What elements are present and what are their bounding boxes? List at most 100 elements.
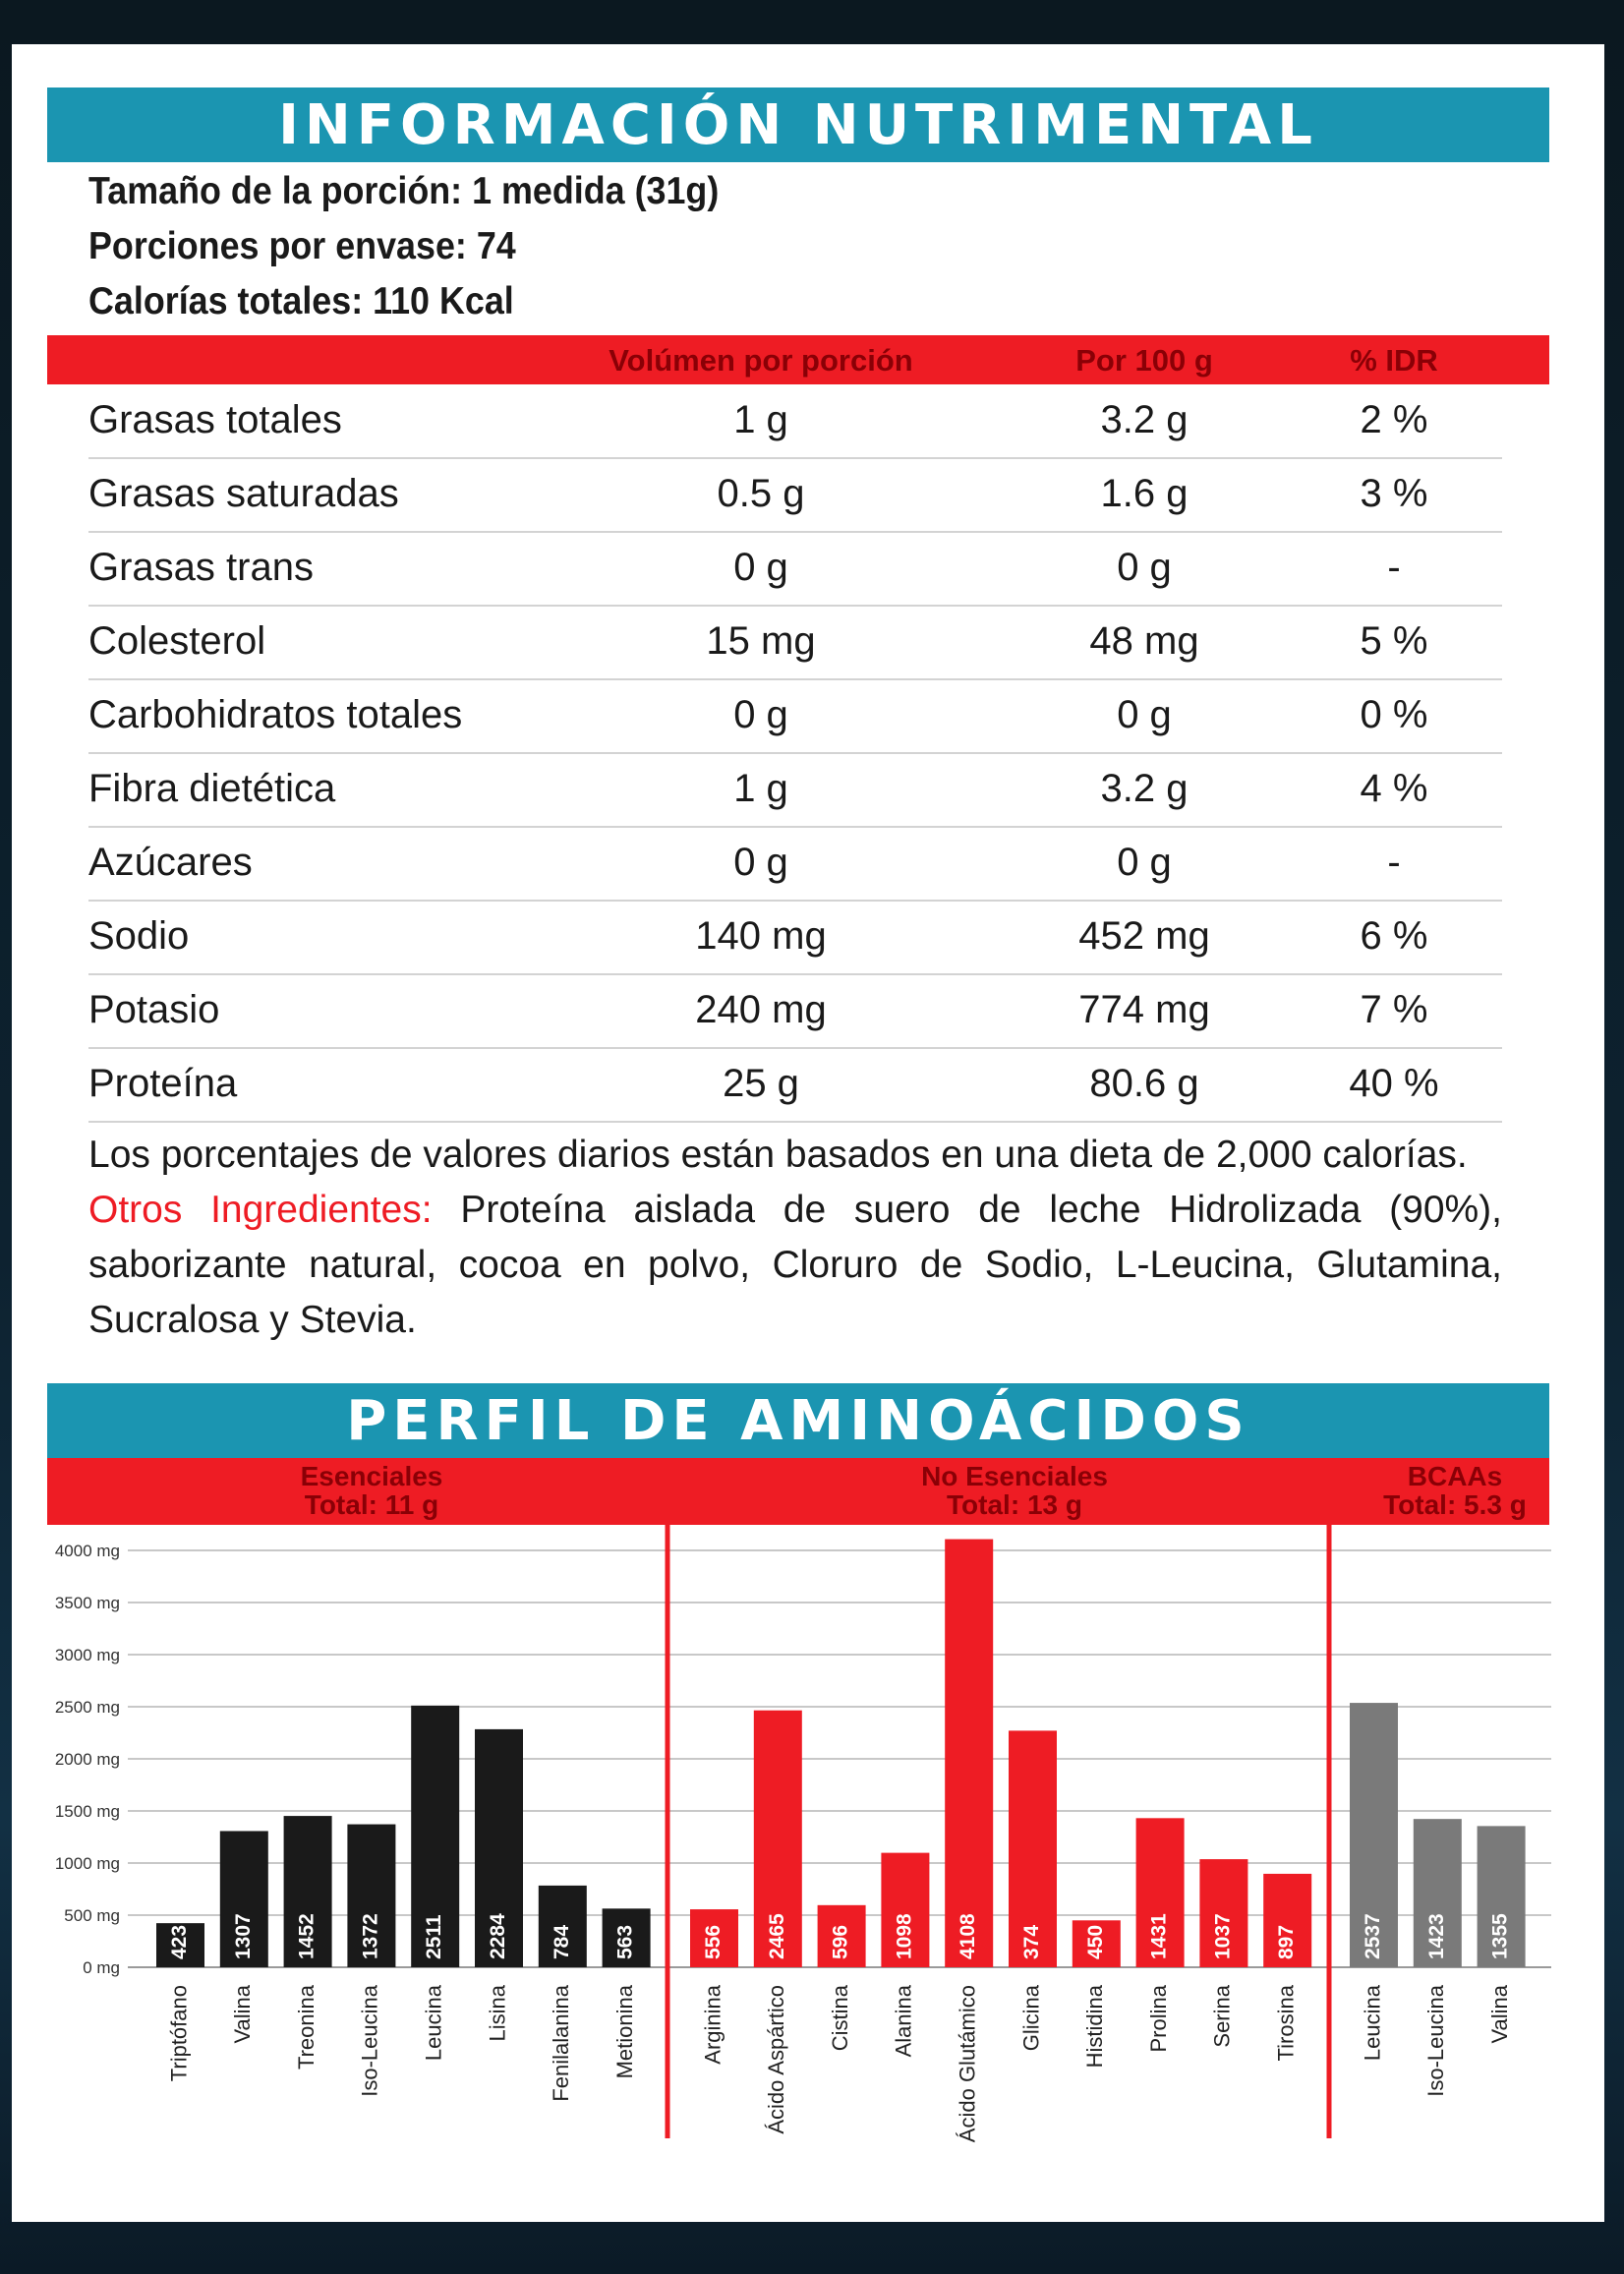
- per-100g-value: 0 g: [1117, 546, 1172, 589]
- idr-value: 3 %: [1360, 472, 1428, 515]
- table-row: Colesterol 15 mg 48 mg 5 %: [88, 606, 1502, 680]
- per-serving-value: 0.5 g: [717, 472, 805, 515]
- category-label: Arginina: [700, 1984, 725, 2064]
- category-label: Treonina: [294, 1984, 319, 2070]
- per-100g-value: 774 mg: [1078, 988, 1210, 1031]
- idr-value: 5 %: [1360, 619, 1428, 663]
- nutrient-name: Grasas saturadas: [88, 472, 399, 515]
- amino-acid-chart: 0 mg 500 mg 1000 mg 1500 mg 2000 mg 2500 mg 30…: [55, 1525, 1551, 2142]
- table-row: Grasas trans 0 g 0 g -: [88, 532, 1502, 607]
- bar: [602, 1908, 651, 1967]
- group-total: Total: 11 g: [304, 1489, 439, 1520]
- nutrition-panel: INFORMACIÓN NUTRIMENTAL Tamaño de la por…: [12, 44, 1604, 2222]
- table-row: Potasio 240 mg 774 mg 7 %: [88, 974, 1502, 1049]
- category-label: Leucina: [422, 1984, 446, 2061]
- bar: [538, 1885, 587, 1967]
- bar-value-label: 2465: [766, 1913, 788, 1959]
- bar: [283, 1816, 332, 1967]
- bar-value-label: 897: [1275, 1925, 1298, 1959]
- y-tick-label: 3500 mg: [55, 1594, 120, 1612]
- category-label: Metionina: [612, 1984, 637, 2078]
- serving-size: Tamaño de la porción: 1 medida (31g): [88, 170, 720, 212]
- table-row: Grasas saturadas 0.5 g 1.6 g 3 %: [88, 458, 1502, 533]
- nutrient-name: Grasas totales: [88, 398, 342, 441]
- group-total: Total: 13 g: [947, 1489, 1082, 1520]
- bar-value-label: 423: [168, 1925, 191, 1959]
- bar-value-label: 1423: [1425, 1913, 1448, 1959]
- group-total: Total: 5.3 g: [1383, 1489, 1527, 1520]
- table-row: Sodio 140 mg 452 mg 6 %: [88, 901, 1502, 975]
- idr-value: -: [1387, 546, 1401, 589]
- per-100g-value: 0 g: [1117, 693, 1172, 736]
- bar: [219, 1831, 268, 1967]
- daily-value-disclaimer: Los porcentajes de valores diarios están…: [88, 1134, 1468, 1176]
- group-essential: Esenciales Total: 11 g: [301, 1462, 443, 1519]
- category-label: Cistina: [828, 1984, 852, 2051]
- category-label: Tirosina: [1274, 1984, 1299, 2061]
- category-label: Ácido Aspártico: [764, 1985, 788, 2134]
- category-label: Fenilalanina: [549, 1984, 573, 2101]
- column-header-per-100g: Por 100 g: [1075, 343, 1213, 378]
- per-100g-value: 48 mg: [1089, 619, 1199, 663]
- bar: [945, 1539, 994, 1967]
- y-tick-label: 2500 mg: [55, 1698, 120, 1717]
- bar-value-label: 1372: [359, 1913, 381, 1959]
- bar: [881, 1852, 930, 1967]
- category-label: Leucina: [1360, 1984, 1384, 2061]
- group-name: BCAAs: [1407, 1461, 1503, 1491]
- bar-value-label: 1098: [893, 1913, 915, 1959]
- category-label: Prolina: [1146, 1984, 1171, 2052]
- category-label: Valina: [1487, 1984, 1512, 2043]
- bar: [475, 1728, 523, 1967]
- group-name: Esenciales: [300, 1461, 443, 1491]
- bar-value-label: 1307: [232, 1913, 255, 1959]
- bar-value-label: 1431: [1148, 1913, 1171, 1959]
- bar-value-label: 4108: [957, 1913, 979, 1959]
- per-serving-value: 0 g: [733, 546, 788, 589]
- bar-value-label: 2284: [487, 1913, 509, 1959]
- ingredients-label: Otros Ingredientes:: [88, 1189, 433, 1231]
- idr-value: 0 %: [1360, 693, 1428, 736]
- per-100g-value: 3.2 g: [1100, 398, 1189, 441]
- total-calories: Calorías totales: 110 Kcal: [88, 280, 514, 322]
- per-serving-value: 0 g: [733, 841, 788, 884]
- per-serving-value: 0 g: [733, 693, 788, 736]
- y-tick-label: 0 mg: [83, 1958, 120, 1977]
- bar: [753, 1710, 802, 1967]
- per-100g-value: 80.6 g: [1089, 1062, 1199, 1105]
- table-row: Carbohidratos totales 0 g 0 g 0 %: [88, 679, 1502, 754]
- bar-value-label: 1037: [1211, 1913, 1234, 1959]
- group-non-essential: No Esenciales Total: 13 g: [921, 1462, 1108, 1519]
- per-100g-value: 1.6 g: [1100, 472, 1189, 515]
- idr-value: 6 %: [1360, 914, 1428, 958]
- idr-value: 7 %: [1360, 988, 1428, 1031]
- y-tick-label: 3000 mg: [55, 1646, 120, 1664]
- y-tick-label: 4000 mg: [55, 1542, 120, 1560]
- bar-value-label: 2511: [423, 1914, 445, 1959]
- bar: [411, 1705, 460, 1967]
- category-label: Triptófano: [166, 1985, 191, 2081]
- idr-value: 2 %: [1360, 398, 1428, 441]
- column-header-idr: % IDR: [1350, 343, 1438, 378]
- per-100g-value: 3.2 g: [1100, 767, 1189, 810]
- nutrient-name: Fibra dietética: [88, 767, 336, 810]
- bar: [1199, 1859, 1248, 1967]
- bar-value-label: 2537: [1362, 1913, 1384, 1959]
- nutrient-name: Potasio: [88, 988, 220, 1031]
- nutrient-name: Azúcares: [88, 841, 253, 884]
- servings-per-container: Porciones por envase: 74: [88, 225, 516, 267]
- bar-value-label: 1355: [1489, 1913, 1512, 1959]
- per-serving-value: 25 g: [723, 1062, 799, 1105]
- category-label: Histidina: [1082, 1984, 1107, 2068]
- bar: [347, 1824, 396, 1967]
- category-label: Ácido Glutámico: [956, 1985, 980, 2142]
- nutrient-name: Proteína: [88, 1062, 238, 1105]
- bar: [690, 1909, 738, 1967]
- column-header-per-serving: Volúmen por porción: [609, 343, 913, 378]
- table-row: Grasas totales 1 g 3.2 g 2 %: [88, 384, 1502, 459]
- amino-title: PERFIL DE AMINOÁCIDOS: [47, 1383, 1549, 1458]
- per-serving-value: 1 g: [733, 767, 788, 810]
- bar-value-label: 556: [702, 1925, 725, 1959]
- amino-group-header: Esenciales Total: 11 g No Esenciales Total…: [47, 1458, 1549, 1525]
- bar: [1477, 1826, 1526, 1967]
